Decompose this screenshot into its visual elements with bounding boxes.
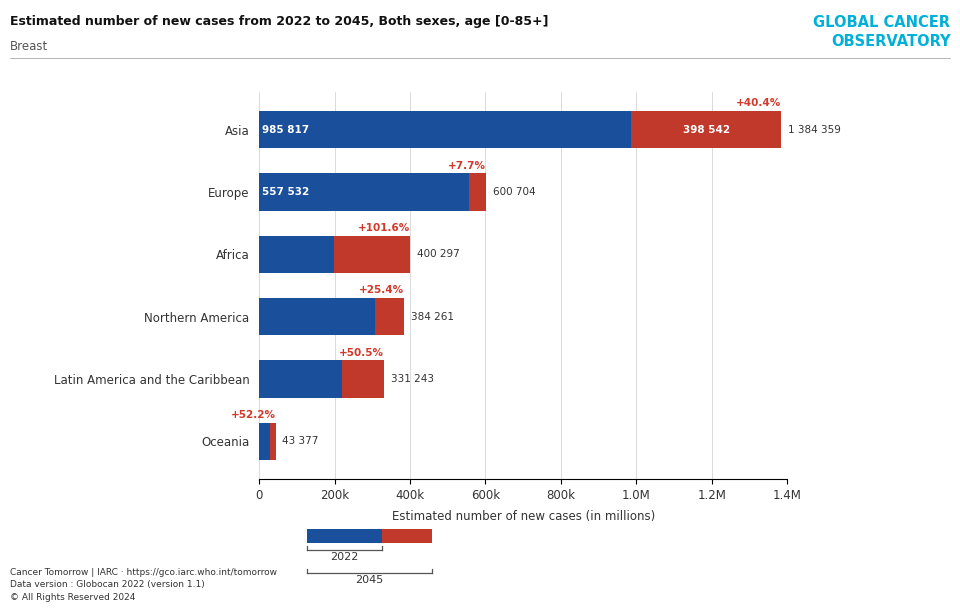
Bar <box>259 236 334 273</box>
Bar <box>469 173 486 211</box>
Text: 1 384 359: 1 384 359 <box>788 125 841 134</box>
Text: 43 377: 43 377 <box>282 437 319 446</box>
Text: 2045: 2045 <box>355 575 384 585</box>
Text: 398 542: 398 542 <box>683 125 730 134</box>
Text: 400 297: 400 297 <box>417 249 460 259</box>
Bar <box>334 236 410 273</box>
Text: © All Rights Reserved 2024: © All Rights Reserved 2024 <box>10 593 135 602</box>
Bar <box>259 423 270 460</box>
Text: +7.7%: +7.7% <box>447 161 486 171</box>
Text: +101.6%: +101.6% <box>358 223 410 233</box>
Bar <box>342 360 384 398</box>
Text: Breast: Breast <box>10 40 48 53</box>
X-axis label: Estimated number of new cases (in millions): Estimated number of new cases (in millio… <box>392 510 655 523</box>
Text: 985 817: 985 817 <box>262 125 309 134</box>
Text: 2022: 2022 <box>330 552 359 562</box>
Bar <box>631 111 781 148</box>
Text: +25.4%: +25.4% <box>359 286 404 295</box>
Bar <box>259 360 342 398</box>
Bar <box>374 298 404 335</box>
Bar <box>382 529 432 543</box>
Text: 384 261: 384 261 <box>411 312 454 322</box>
Bar <box>259 111 631 148</box>
Text: +40.4%: +40.4% <box>736 98 781 108</box>
Text: GLOBAL CANCER
OBSERVATORY: GLOBAL CANCER OBSERVATORY <box>813 15 950 49</box>
Bar <box>259 173 469 211</box>
Text: Data version : Globocan 2022 (version 1.1): Data version : Globocan 2022 (version 1.… <box>10 580 204 589</box>
Text: +50.5%: +50.5% <box>339 348 384 358</box>
Text: 331 243: 331 243 <box>391 374 434 384</box>
Bar <box>307 529 382 543</box>
Text: Cancer Tomorrow | IARC · https://gco.iarc.who.int/tomorrow: Cancer Tomorrow | IARC · https://gco.iar… <box>10 568 276 577</box>
Text: 557 532: 557 532 <box>262 187 309 197</box>
Text: 600 704: 600 704 <box>492 187 535 197</box>
Bar <box>259 298 374 335</box>
Text: Estimated number of new cases from 2022 to 2045, Both sexes, age [0-85+]: Estimated number of new cases from 2022 … <box>10 15 548 28</box>
Text: +52.2%: +52.2% <box>230 410 276 420</box>
Bar <box>270 423 276 460</box>
